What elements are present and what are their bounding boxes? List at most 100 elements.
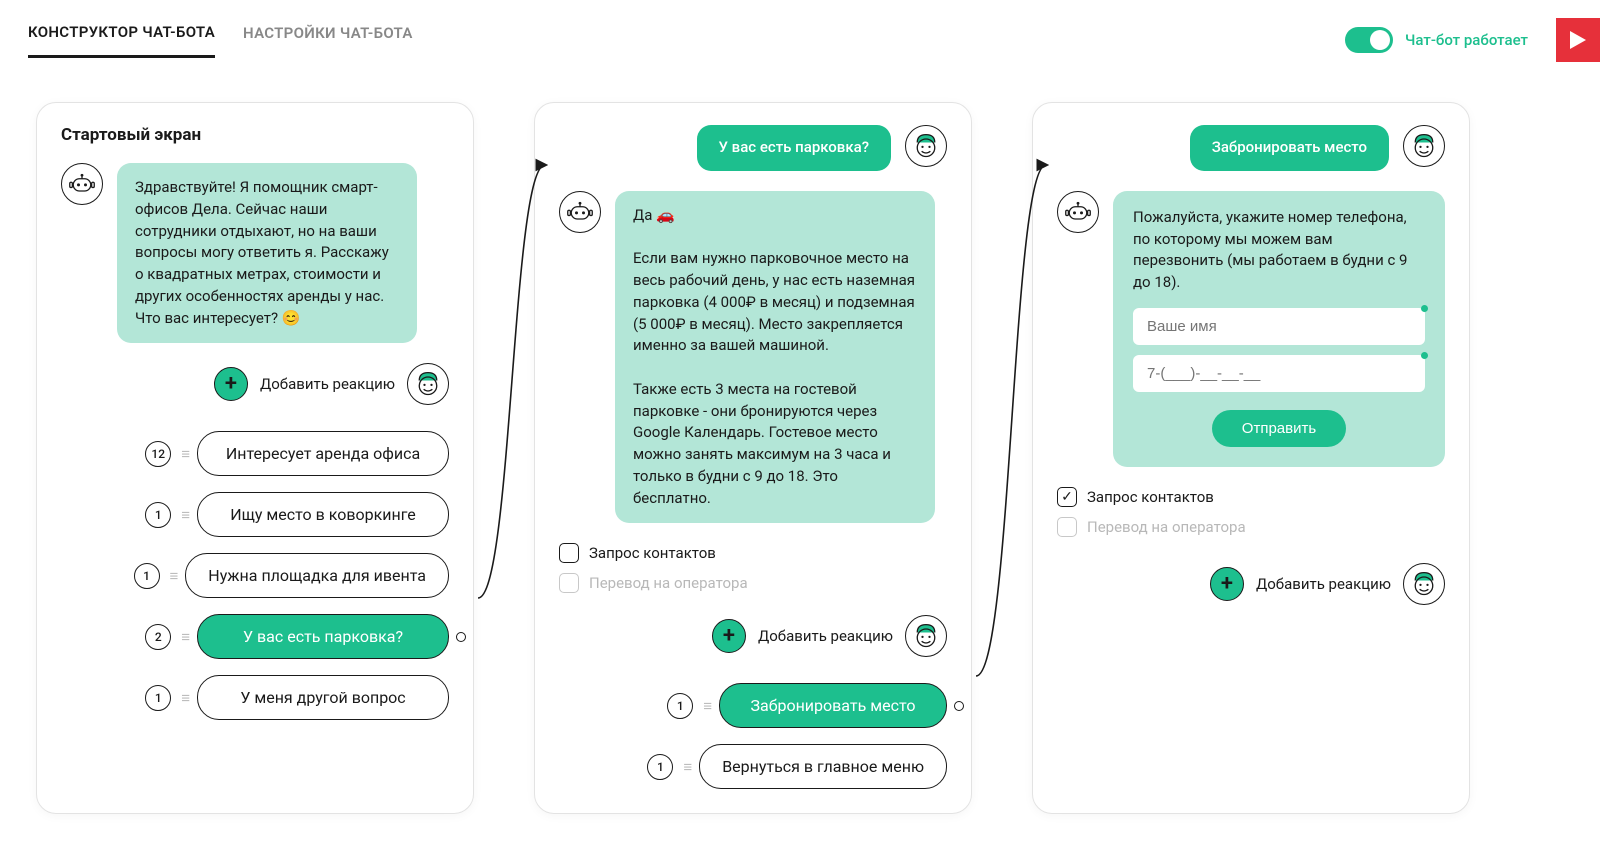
user-icon (414, 370, 442, 398)
check-label: Запрос контактов (1087, 488, 1214, 506)
option-count: 1 (134, 563, 160, 589)
bot-active-toggle[interactable] (1345, 27, 1393, 53)
option-count: 1 (647, 754, 673, 780)
bot-form-row: Пожалуйста, укажите номер телефона, по к… (1057, 191, 1445, 467)
canvas: Стартовый экран Здравствуйте! Я помощник… (0, 62, 1600, 854)
option-row: 2 ≡ У вас есть парковка? (145, 614, 449, 659)
checkbox-icon (1057, 517, 1077, 537)
submit-button[interactable]: Отправить (1212, 410, 1346, 447)
user-avatar (905, 125, 947, 167)
user-icon (1410, 132, 1438, 160)
option-row: 1 ≡ Нужна площадка для ивента (134, 553, 449, 598)
add-reaction-button[interactable]: + (214, 367, 248, 401)
add-reaction-row: + Добавить реакцию (559, 615, 947, 657)
bot-message-row: Да 🚗 Если вам нужно парковочное место на… (559, 191, 947, 524)
add-reaction-label: Добавить реакцию (260, 375, 395, 393)
bot-icon (1064, 198, 1092, 226)
name-input-wrap (1133, 308, 1425, 355)
check-transfer-operator[interactable]: Перевод на оператора (1057, 517, 1445, 537)
check-transfer-operator[interactable]: Перевод на оператора (559, 573, 947, 593)
contact-form: Пожалуйста, укажите номер телефона, по к… (1113, 191, 1445, 467)
option-button[interactable]: У меня другой вопрос (197, 675, 449, 720)
tab-settings[interactable]: НАСТРОЙКИ ЧАТ-БОТА (243, 24, 413, 56)
option-button[interactable]: Вернуться в главное меню (699, 744, 947, 789)
bot-status-label: Чат-бот работает (1405, 31, 1528, 49)
user-avatar (1403, 563, 1445, 605)
drag-handle-icon[interactable]: ≡ (181, 633, 187, 641)
user-message: Забронировать место (1190, 125, 1389, 171)
bot-message: Здравствуйте! Я помощник смарт-офисов Де… (117, 163, 417, 343)
checkbox-icon (559, 573, 579, 593)
option-button-selected[interactable]: У вас есть парковка? (197, 614, 449, 659)
options-list: 1 ≡ Забронировать место 1 ≡ Вернуться в … (559, 683, 947, 789)
options-list: 12 ≡ Интересует аренда офиса 1 ≡ Ищу мес… (61, 431, 449, 720)
connector-dot (456, 632, 466, 642)
user-message-row: Забронировать место (1057, 125, 1445, 171)
option-count: 2 (145, 624, 171, 650)
add-reaction-label: Добавить реакцию (1256, 575, 1391, 593)
tab-constructor[interactable]: КОНСТРУКТОР ЧАТ-БОТА (28, 23, 215, 58)
drag-handle-icon[interactable]: ≡ (181, 450, 187, 458)
option-count: 1 (145, 502, 171, 528)
checkbox-icon (559, 543, 579, 563)
option-button[interactable]: Нужна площадка для ивента (185, 553, 449, 598)
option-button[interactable]: Ищу место в коворкинге (197, 492, 449, 537)
checkbox-checked-icon: ✓ (1057, 487, 1077, 507)
option-count: 12 (145, 441, 171, 467)
bot-message-row: Здравствуйте! Я помощник смарт-офисов Де… (61, 163, 449, 343)
user-icon (1410, 570, 1438, 598)
connector-dot (954, 701, 964, 711)
add-reaction-row: + Добавить реакцию (1057, 563, 1445, 605)
bot-avatar (559, 191, 601, 233)
bot-avatar (61, 163, 103, 205)
card-book-place: Забронировать место Пожалуйста, укажите … (1032, 102, 1470, 814)
bot-icon (68, 170, 96, 198)
add-reaction-row: + Добавить реакцию (61, 363, 449, 405)
drag-handle-icon[interactable]: ≡ (181, 511, 187, 519)
option-button-selected[interactable]: Забронировать место (719, 683, 947, 728)
header: КОНСТРУКТОР ЧАТ-БОТА НАСТРОЙКИ ЧАТ-БОТА … (0, 0, 1600, 62)
card-title: Стартовый экран (61, 125, 449, 145)
check-label: Перевод на оператора (1087, 518, 1246, 536)
play-button[interactable] (1556, 18, 1600, 62)
checks-list: ✓ Запрос контактов Перевод на оператора (1057, 487, 1445, 537)
add-reaction-label: Добавить реакцию (758, 627, 893, 645)
bot-message: Да 🚗 Если вам нужно парковочное место на… (615, 191, 935, 524)
drag-handle-icon[interactable]: ≡ (170, 572, 176, 580)
option-count: 1 (145, 685, 171, 711)
name-input[interactable] (1133, 308, 1425, 345)
option-button[interactable]: Интересует аренда офиса (197, 431, 449, 476)
add-reaction-button[interactable]: + (1210, 567, 1244, 601)
user-message-row: У вас есть парковка? (559, 125, 947, 171)
user-icon (912, 132, 940, 160)
drag-handle-icon[interactable]: ≡ (703, 702, 709, 710)
user-message: У вас есть парковка? (697, 125, 892, 171)
drag-handle-icon[interactable]: ≡ (181, 694, 187, 702)
user-icon (912, 622, 940, 650)
check-request-contacts[interactable]: ✓ Запрос контактов (1057, 487, 1445, 507)
user-avatar (1403, 125, 1445, 167)
option-row: 1 ≡ Вернуться в главное меню (647, 744, 947, 789)
user-avatar (905, 615, 947, 657)
play-icon (1570, 31, 1586, 49)
check-request-contacts[interactable]: Запрос контактов (559, 543, 947, 563)
bot-icon (566, 198, 594, 226)
checks-list: Запрос контактов Перевод на оператора (559, 543, 947, 593)
option-row: 1 ≡ У меня другой вопрос (145, 675, 449, 720)
option-count: 1 (667, 693, 693, 719)
drag-handle-icon[interactable]: ≡ (683, 763, 689, 771)
phone-input[interactable] (1133, 355, 1425, 392)
add-reaction-button[interactable]: + (712, 619, 746, 653)
user-avatar (407, 363, 449, 405)
option-row: 12 ≡ Интересует аренда офиса (145, 431, 449, 476)
header-right: Чат-бот работает (1345, 18, 1572, 62)
option-row: 1 ≡ Ищу место в коворкинге (145, 492, 449, 537)
card-start-screen: Стартовый экран Здравствуйте! Я помощник… (36, 102, 474, 814)
phone-input-wrap (1133, 355, 1425, 402)
form-prompt: Пожалуйста, укажите номер телефона, по к… (1133, 207, 1425, 294)
check-label: Запрос контактов (589, 544, 716, 562)
card-parking: У вас есть парковка? Да 🚗 Если вам нужно… (534, 102, 972, 814)
bot-avatar (1057, 191, 1099, 233)
option-row: 1 ≡ Забронировать место (667, 683, 947, 728)
check-label: Перевод на оператора (589, 574, 748, 592)
